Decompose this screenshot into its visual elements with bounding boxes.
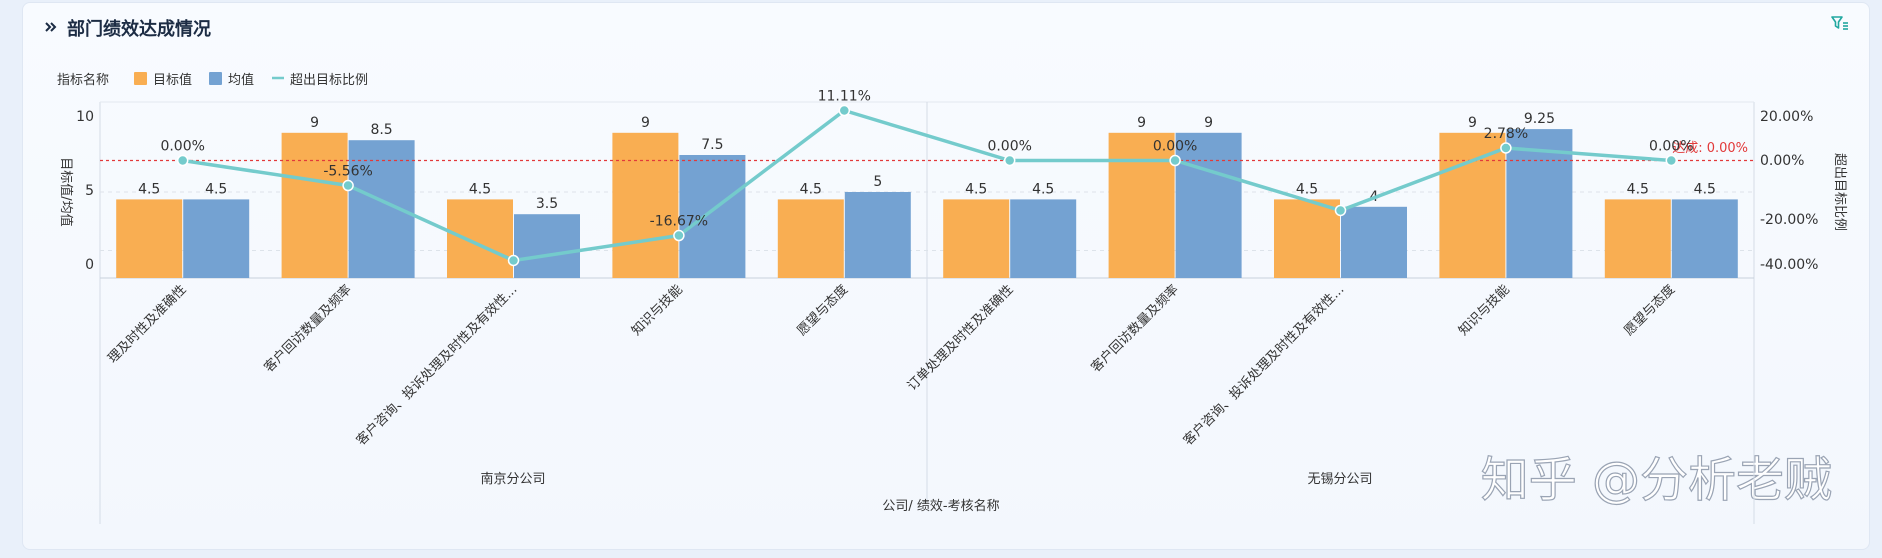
- panel-header: 部门绩效达成情况: [43, 15, 211, 41]
- legend-label-mean[interactable]: 均值: [228, 72, 254, 88]
- x-tick-label: 客户咨询、投诉处理及时性及有效性...: [1180, 282, 1347, 449]
- ratio-point: [673, 229, 685, 242]
- ratio-line: [182, 108, 1672, 263]
- y-axis-title: 目标值/均值: [58, 157, 74, 226]
- data-label-target: 4.5: [965, 181, 987, 197]
- y2-tick: -20.00%: [1760, 212, 1818, 228]
- group-label-nanjing: 南京分公司: [480, 471, 545, 487]
- data-label-mean: 8.5: [370, 122, 392, 138]
- bar-target: [116, 199, 183, 278]
- ratio-point: [507, 254, 520, 267]
- data-label-mean: 9.25: [1524, 111, 1555, 127]
- ratio-point: [838, 104, 851, 117]
- bar-target: [1439, 132, 1506, 278]
- legend-swatch-target: [134, 72, 147, 85]
- bar-target: [281, 132, 348, 278]
- bar-mean: [1341, 206, 1407, 278]
- x-tick-label: 愿望与态度: [794, 282, 851, 339]
- bar-mean: [183, 199, 250, 278]
- x-tick-label: 知识与技能: [628, 282, 685, 339]
- ratio-point: [176, 154, 189, 167]
- y2-axis-title: 超出目标比例: [1832, 153, 1847, 231]
- y2-tick: 0.00%: [1760, 153, 1804, 169]
- y2-tick: -40.00%: [1760, 257, 1818, 273]
- legend-label-target[interactable]: 目标值: [153, 72, 192, 88]
- data-label-ratio: 0.00%: [160, 139, 204, 155]
- data-label-target: 4.5: [1627, 181, 1649, 197]
- bar-target: [1108, 132, 1175, 278]
- data-label-target: 9: [641, 115, 650, 131]
- ratio-point: [1169, 154, 1181, 167]
- bar-mean: [679, 155, 746, 278]
- group-label-wuxi: 无锡分公司: [1307, 472, 1372, 487]
- data-label-ratio: 0.00%: [1649, 139, 1693, 155]
- bar-target: [777, 199, 844, 278]
- data-label-target: 4.5: [469, 181, 491, 197]
- data-label-mean: 4.5: [1032, 181, 1054, 197]
- data-label-ratio: 0.00%: [987, 139, 1031, 155]
- bar-mean: [1175, 132, 1242, 278]
- chevron-right-icon[interactable]: [43, 19, 57, 38]
- ratio-point: [1665, 154, 1678, 167]
- data-label-mean: 9: [1204, 115, 1213, 131]
- filter-icon[interactable]: [1831, 15, 1849, 35]
- ratio-point: [1500, 142, 1512, 154]
- legend-title: 指标名称: [57, 72, 109, 88]
- legend-swatch-mean: [209, 72, 222, 85]
- data-label-target: 9: [1137, 115, 1146, 131]
- data-label-target: 9: [310, 115, 319, 131]
- data-label-target: 4.5: [800, 181, 822, 197]
- data-label-target: 9: [1468, 115, 1477, 131]
- page-title: 部门绩效达成情况: [67, 19, 211, 40]
- data-label-ratio: -5.56%: [323, 164, 373, 180]
- ratio-point: [1334, 204, 1347, 217]
- ratio-point: [342, 179, 354, 192]
- data-label-ratio: 11.11%: [818, 89, 871, 105]
- data-label-target: 4.5: [138, 181, 160, 197]
- y-tick: 10: [76, 109, 94, 125]
- bar-target: [943, 199, 1010, 278]
- ratio-point: [1003, 154, 1016, 167]
- bar-target: [447, 199, 513, 278]
- x-tick-label: 客户回访数量及频率: [1088, 282, 1182, 376]
- bar-mean: [514, 214, 580, 278]
- x-tick-label: 知识与技能: [1455, 282, 1512, 339]
- bar-target: [1274, 199, 1340, 278]
- bar-mean: [1010, 199, 1077, 278]
- bar-mean: [844, 192, 911, 278]
- y-tick: 5: [85, 183, 94, 199]
- data-label-mean: 5: [873, 174, 882, 190]
- data-label-mean: 4.5: [205, 181, 227, 197]
- x-tick-label: 客户咨询、投诉处理及时性及有效性...: [353, 282, 520, 449]
- data-label-ratio: 0.00%: [1153, 139, 1197, 155]
- bar-target: [1604, 199, 1671, 278]
- bar-target: [612, 132, 679, 278]
- x-tick-label: 订单处理及时性及准确性: [905, 282, 1017, 394]
- baseline-label: 达成: 0.00%: [1672, 141, 1748, 156]
- x-tick-label: 愿望与态度: [1621, 282, 1678, 339]
- y-tick: 0: [85, 257, 94, 273]
- data-label-ratio: 2.78%: [1484, 126, 1528, 142]
- data-label-mean: 3.5: [536, 196, 558, 212]
- data-label-mean: 4.5: [1694, 181, 1716, 197]
- legend-label-ratio[interactable]: 超出目标比例: [290, 73, 368, 88]
- data-label-target: 4.5: [1296, 181, 1318, 197]
- x-tick-label: 理及时性及准确性: [105, 282, 189, 366]
- data-label-ratio: -16.67%: [650, 214, 708, 230]
- y2-tick: 20.00%: [1760, 109, 1813, 125]
- watermark: 知乎 @分析老贼: [1481, 452, 1832, 508]
- x-tick-label: 客户回访数量及频率: [261, 282, 355, 376]
- bar-mean: [1671, 199, 1738, 278]
- data-label-mean: 7.5: [701, 137, 723, 153]
- x-axis-title: 公司/ 绩效-考核名称: [882, 498, 999, 514]
